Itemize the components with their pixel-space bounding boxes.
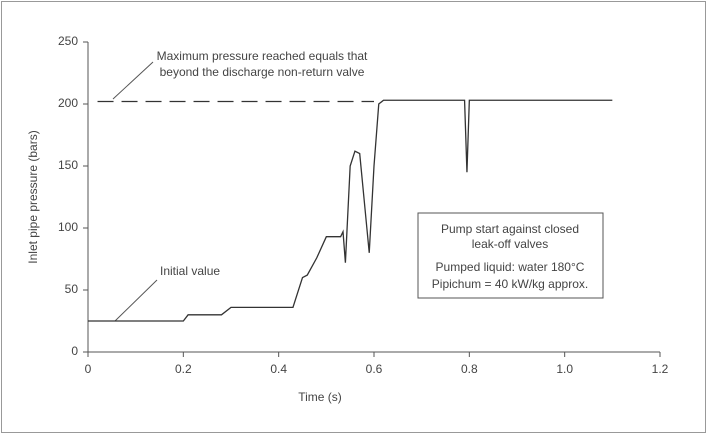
y-tick-label: 250 [58,34,78,48]
x-tick-label: 0.6 [366,362,383,376]
note-box [417,212,604,299]
x-tick-label: 0.8 [461,362,478,376]
annotation: Pipichum = 40 kW/kg approx. [432,277,588,291]
x-axis-label: Time (s) [298,390,342,404]
y-tick-label: 50 [65,282,79,296]
x-tick-label: 1.0 [556,362,573,376]
x-tick-label: 0.4 [270,362,287,376]
y-tick-label: 200 [58,96,78,110]
leader-line [114,279,158,322]
annotation: Pumped liquid: water 180°C [436,260,585,274]
leader-line [112,61,154,100]
y-axis-label: Inlet pipe pressure (bars) [26,130,40,263]
x-tick-label: 1.2 [652,362,669,376]
y-tick-label: 0 [71,344,78,358]
annotation: leak-off valves [472,237,548,251]
annotation: beyond the discharge non-return valve [160,65,365,79]
x-tick-label: 0 [85,362,92,376]
line [88,99,613,322]
annotation: Maximum pressure reached equals that [157,49,368,63]
x-tick-label: 0.2 [175,362,192,376]
y-tick-label: 150 [58,158,78,172]
annotation: Initial value [160,264,220,278]
annotation: Pump start against closed [441,222,579,236]
y-tick-label: 100 [58,220,78,234]
